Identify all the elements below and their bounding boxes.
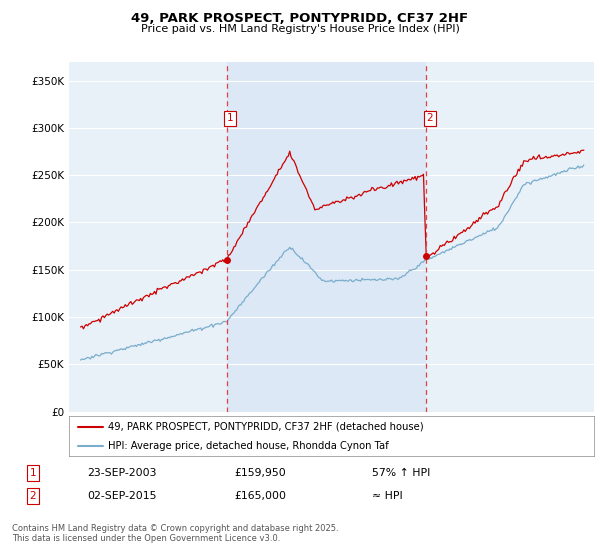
Text: 2: 2: [29, 491, 37, 501]
Text: Contains HM Land Registry data © Crown copyright and database right 2025.
This d: Contains HM Land Registry data © Crown c…: [12, 524, 338, 543]
Text: 1: 1: [227, 113, 233, 123]
Text: 02-SEP-2015: 02-SEP-2015: [87, 491, 157, 501]
Text: 49, PARK PROSPECT, PONTYPRIDD, CF37 2HF (detached house): 49, PARK PROSPECT, PONTYPRIDD, CF37 2HF …: [109, 422, 424, 432]
Bar: [227, 62, 427, 412]
Text: 23-SEP-2003: 23-SEP-2003: [87, 468, 157, 478]
Text: £159,950: £159,950: [234, 468, 286, 478]
Text: 2: 2: [427, 113, 433, 123]
Text: 57% ↑ HPI: 57% ↑ HPI: [372, 468, 430, 478]
Text: HPI: Average price, detached house, Rhondda Cynon Taf: HPI: Average price, detached house, Rhon…: [109, 441, 389, 450]
Text: Price paid vs. HM Land Registry's House Price Index (HPI): Price paid vs. HM Land Registry's House …: [140, 24, 460, 34]
Text: 1: 1: [29, 468, 37, 478]
Text: £165,000: £165,000: [234, 491, 286, 501]
Text: ≈ HPI: ≈ HPI: [372, 491, 403, 501]
Text: 49, PARK PROSPECT, PONTYPRIDD, CF37 2HF: 49, PARK PROSPECT, PONTYPRIDD, CF37 2HF: [131, 12, 469, 25]
